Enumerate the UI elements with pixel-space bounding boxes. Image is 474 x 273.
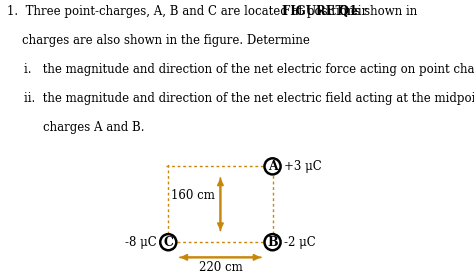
Text: 160 cm: 160 cm <box>171 189 215 202</box>
Text: C: C <box>163 236 173 249</box>
Text: +3 μC: +3 μC <box>284 160 322 173</box>
Text: 1.  Three point-charges, A, B and C are located at positions shown in: 1. Three point-charges, A, B and C are l… <box>7 5 421 17</box>
Text: ii.  the magnitude and direction of the net electric field acting at the midpoin: ii. the magnitude and direction of the n… <box>24 92 474 105</box>
Text: 220 cm: 220 cm <box>199 261 242 273</box>
Text: A: A <box>268 160 277 173</box>
Circle shape <box>160 234 176 250</box>
Text: FIGURE Q1: FIGURE Q1 <box>282 5 357 17</box>
Text: B: B <box>267 236 278 249</box>
Text: -8 μC: -8 μC <box>125 236 157 249</box>
Text: -2 μC: -2 μC <box>284 236 316 249</box>
Circle shape <box>264 158 281 174</box>
Circle shape <box>264 234 281 250</box>
Text: charges are also shown in the figure. Determine: charges are also shown in the figure. De… <box>7 34 310 47</box>
Text: charges A and B.: charges A and B. <box>43 121 144 134</box>
Text: i.   the magnitude and direction of the net electric force acting on point charg: i. the magnitude and direction of the ne… <box>24 63 474 76</box>
Text: . Their: . Their <box>328 5 368 17</box>
